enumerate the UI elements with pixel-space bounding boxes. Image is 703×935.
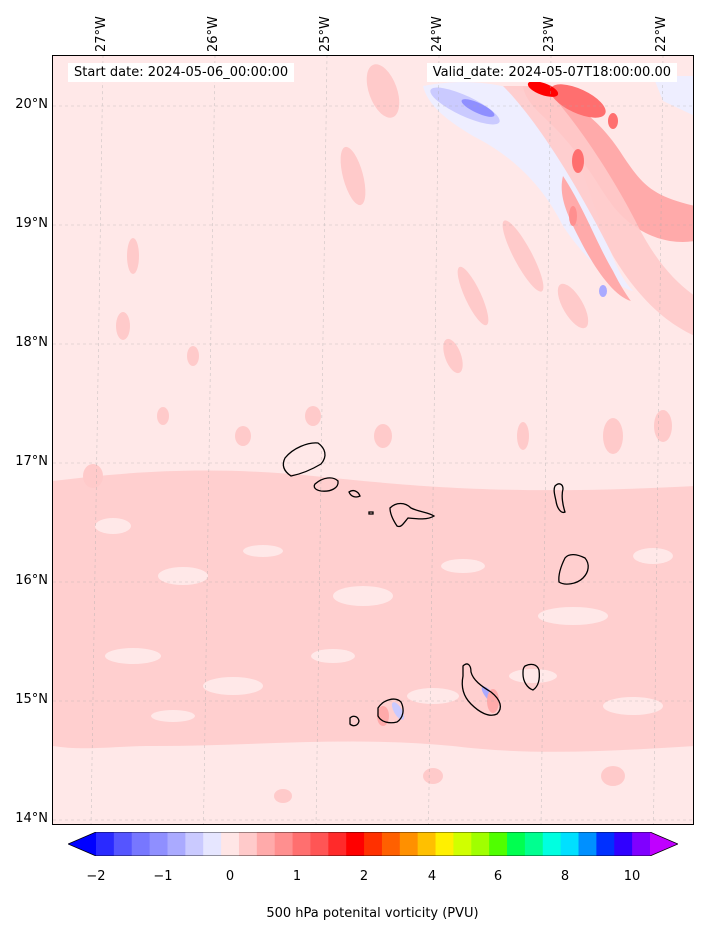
colorbar (68, 832, 678, 856)
colorbar-segment (542, 832, 562, 856)
longitude-label: 24°W (430, 16, 445, 52)
map-panel (52, 55, 694, 825)
island-boa-vista (558, 553, 589, 585)
colorbar-segment (381, 832, 401, 856)
island-santo-antao (282, 442, 326, 477)
colorbar-segment (131, 832, 151, 856)
longitude-label: 22°W (654, 16, 669, 52)
colorbar-tick-label: 0 (225, 869, 235, 884)
colorbar-segment (632, 832, 651, 856)
island-raso (368, 511, 374, 515)
island-santiago (461, 663, 502, 716)
meridian-line (428, 56, 440, 824)
coastlines (282, 442, 589, 727)
latitude-label: 14°N (15, 811, 48, 826)
colorbar-segment (346, 832, 365, 856)
meridian-line (315, 56, 328, 824)
colorbar-segment (578, 832, 597, 856)
colorbar-segment (310, 832, 329, 856)
colorbar-segment (256, 832, 276, 856)
colorbar-segment (203, 832, 222, 856)
island-fogo (377, 698, 404, 724)
pv-positive-spot-2 (569, 206, 577, 226)
pv-positive-spot-4 (377, 706, 389, 726)
latitude-label: 16°N (15, 573, 48, 588)
meridian-line (540, 56, 552, 824)
pv-negative-strip (653, 76, 693, 116)
colorbar-tick-label: 2 (359, 869, 369, 884)
colorbar-tick-label: −2 (86, 869, 106, 884)
longitude-label: 23°W (542, 16, 557, 52)
pv-negative-peak (461, 99, 495, 117)
colorbar-segment (238, 832, 258, 856)
colorbar-extend-max (650, 832, 678, 856)
longitude-label: 25°W (318, 16, 333, 52)
colorbar-segment (113, 832, 133, 856)
start-date-label: Start date: 2024-05-06_00:00:00 (68, 63, 295, 82)
meridian-line (653, 56, 664, 824)
colorbar-segment (453, 832, 472, 856)
island-maio (522, 663, 540, 691)
colorbar-extend-min (68, 832, 96, 856)
colorbar-segment (399, 832, 419, 856)
pv-positive-spot (572, 149, 584, 173)
longitude-label: 26°W (206, 16, 221, 52)
colorbar-segment (274, 832, 294, 856)
colorbar-segment (328, 832, 347, 856)
pv-streaks (83, 64, 672, 803)
colorbar-segment (417, 832, 437, 856)
meridian-line (90, 56, 104, 824)
colorbar-segment (507, 832, 526, 856)
colorbar-tick-label: 8 (560, 869, 570, 884)
colorbar-tick-label: 6 (493, 869, 503, 884)
colorbar-segment (560, 832, 580, 856)
latitude-label: 19°N (15, 216, 48, 231)
latitude-label: 17°N (15, 454, 48, 469)
island-santa-luzia (348, 489, 361, 498)
potential-vorticity-map (53, 56, 693, 824)
colorbar-segment (596, 832, 615, 856)
pv-positive-streak-2 (561, 176, 631, 301)
pv-negative-spot-2 (599, 285, 607, 297)
colorbar-tick-label: 10 (623, 869, 641, 884)
colorbar-title: 500 hPa potenital vorticity (PVU) (266, 906, 479, 921)
island-sal (553, 483, 566, 514)
colorbar-segment (524, 832, 544, 856)
pv-negative-spot-3 (391, 702, 405, 720)
colorbar-segment (149, 832, 168, 856)
island-sao-vicente (313, 477, 339, 492)
valid-date-label: Valid_date: 2024-05-07T18:00:00.00 (426, 63, 677, 82)
colorbar-tick-label: −1 (153, 869, 173, 884)
colorbar-segment (435, 832, 454, 856)
colorbar-segment (221, 832, 240, 856)
latitude-label: 18°N (15, 335, 48, 350)
colorbar-tick-label: 1 (292, 869, 302, 884)
colorbar-tick-label: 4 (427, 869, 437, 884)
colorbar-segment (489, 832, 508, 856)
meridian-line (203, 56, 216, 824)
colorbar-segment (292, 832, 311, 856)
island-sao-nicolau (389, 502, 436, 528)
pv-positive-band (503, 86, 693, 336)
longitude-label: 27°W (94, 16, 109, 52)
latitude-label: 20°N (15, 97, 48, 112)
colorbar-segment (614, 832, 633, 856)
pv-positive-core (550, 84, 606, 118)
colorbar-segment (185, 832, 204, 856)
latitude-label: 15°N (15, 692, 48, 707)
pv-negative-core (430, 87, 500, 125)
pv-speckles (95, 518, 673, 722)
gridlines (53, 56, 693, 824)
colorbar-segment (364, 832, 383, 856)
pv-positive-spot-3 (608, 113, 618, 129)
island-brava (349, 715, 360, 727)
colorbar-segment (96, 832, 115, 856)
colorbar-segment (471, 832, 490, 856)
colorbar-segment (167, 832, 186, 856)
